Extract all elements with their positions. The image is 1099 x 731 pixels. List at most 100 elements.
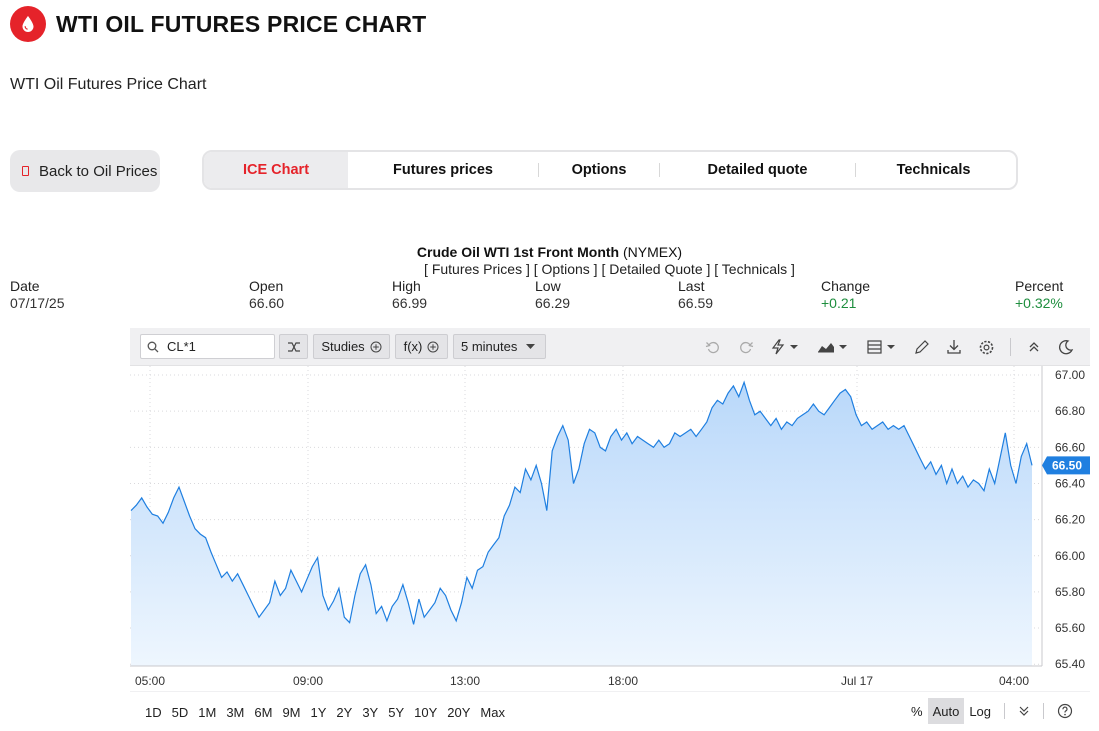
quote-high-value: 66.99: [392, 295, 428, 311]
scale-divider: [1043, 703, 1045, 719]
chart-type-icon[interactable]: [815, 336, 851, 358]
fx-label: f(x): [403, 339, 423, 354]
quote-low-value: 66.29: [535, 295, 571, 311]
x-tick-label: 18:00: [608, 674, 638, 688]
quote-open-value: 66.60: [249, 295, 285, 311]
draw-icon[interactable]: [911, 336, 933, 358]
quote-date: Date 07/17/25: [10, 278, 65, 312]
quote-date-value: 07/17/25: [10, 295, 65, 311]
redo-icon[interactable]: [735, 336, 757, 358]
range-5d[interactable]: 5D: [171, 704, 189, 720]
interval-select[interactable]: 5 minutes: [453, 334, 546, 359]
range-1y[interactable]: 1Y: [310, 704, 327, 720]
fx-button[interactable]: f(x): [395, 334, 448, 359]
undo-icon[interactable]: [702, 336, 724, 358]
price-chart-widget: CL*1 Studies f(x) 5 minutes: [130, 328, 1090, 720]
page-title: WTI OIL FUTURES PRICE CHART: [56, 10, 427, 37]
quote-last: Last 66.59: [678, 278, 713, 312]
auto-scale-button[interactable]: Auto: [927, 698, 965, 724]
scale-divider: [1004, 703, 1006, 719]
tab-technicals[interactable]: Technicals: [896, 162, 971, 178]
quote-change: Change +0.21: [821, 278, 870, 312]
studies-button[interactable]: Studies: [313, 334, 390, 359]
percent-scale-button[interactable]: %: [911, 703, 923, 719]
y-tick-label: 66.60: [1055, 440, 1085, 454]
quote-percent-label: Percent: [1015, 278, 1064, 294]
toolbar-divider: [1010, 338, 1011, 356]
theme-icon[interactable]: [1055, 336, 1077, 358]
range-3m[interactable]: 3M: [226, 704, 245, 720]
x-tick-label: 04:00: [999, 674, 1029, 688]
range-10y[interactable]: 10Y: [414, 704, 438, 720]
y-tick-label: 65.40: [1055, 657, 1085, 671]
log-scale-button[interactable]: Log: [969, 703, 992, 719]
tab-separator: [659, 163, 660, 177]
range-2y[interactable]: 2Y: [336, 704, 353, 720]
y-tick-label: 66.00: [1055, 549, 1085, 563]
tab-separator: [538, 163, 539, 177]
y-tick-label: 65.60: [1055, 621, 1085, 635]
range-1d[interactable]: 1D: [145, 704, 162, 720]
scale-controls: % Auto Log: [906, 698, 1078, 724]
x-tick-label: Jul 17: [841, 674, 873, 688]
quote-open-label: Open: [249, 278, 284, 294]
tab-ice-chart[interactable]: ICE Chart: [204, 152, 348, 188]
last-price-label: 66.50: [1052, 458, 1082, 472]
expand-down-icon[interactable]: [1013, 698, 1035, 724]
y-tick-label: 66.20: [1055, 513, 1085, 527]
studies-label: Studies: [321, 339, 365, 354]
price-area-fill: [131, 382, 1032, 666]
tab-futures-prices[interactable]: Futures prices: [393, 162, 493, 178]
events-icon[interactable]: [768, 336, 802, 358]
chevron-down-icon: [526, 344, 536, 349]
back-icon: [22, 166, 29, 176]
range-5y[interactable]: 5Y: [388, 704, 405, 720]
compare-button[interactable]: [279, 334, 308, 359]
x-tick-label: 05:00: [135, 674, 165, 688]
tab-separator: [855, 163, 856, 177]
quote-low-label: Low: [535, 278, 561, 294]
tab-bar: ICE Chart Futures prices Options Detaile…: [202, 150, 1018, 190]
range-3y[interactable]: 3Y: [362, 704, 379, 720]
help-icon[interactable]: [1052, 698, 1078, 724]
quote-last-label: Last: [678, 278, 705, 294]
add-icon: [427, 341, 439, 352]
quote-open: Open 66.60: [249, 278, 284, 312]
quote-last-value: 66.59: [678, 295, 714, 311]
shuffle-icon: [287, 341, 300, 352]
symbol-value: CL*1: [167, 339, 196, 354]
page-subtitle: WTI Oil Futures Price Chart: [10, 76, 207, 93]
chart-toolbar: CL*1 Studies f(x) 5 minutes: [130, 328, 1090, 366]
add-icon: [370, 341, 382, 352]
layout-icon[interactable]: [864, 336, 900, 358]
price-plot-area[interactable]: 67.00 66.80 66.60 66.40 66.20 66.00 65.80 65.60…: [130, 366, 1090, 692]
y-tick-label: 65.80: [1055, 585, 1085, 599]
y-tick-label: 66.40: [1055, 476, 1085, 490]
oil-drop-icon: [10, 6, 46, 42]
chart-links[interactable]: [ Futures Prices ] [ Options ] [ Detaile…: [424, 261, 795, 277]
collapse-icon[interactable]: [1023, 336, 1045, 358]
range-20y[interactable]: 20Y: [447, 704, 471, 720]
interval-label: 5 minutes: [461, 339, 518, 354]
quote-high-label: High: [392, 278, 421, 294]
tab-options[interactable]: Options: [571, 162, 627, 178]
download-icon[interactable]: [943, 336, 965, 358]
y-tick-label: 66.80: [1055, 404, 1085, 418]
chart-heading: Crude Oil WTI 1st Front Month (NYMEX): [0, 244, 1099, 260]
range-1m[interactable]: 1M: [198, 704, 217, 720]
back-button-label: Back to Oil Prices: [39, 162, 158, 180]
search-icon: [147, 341, 159, 352]
quote-change-label: Change: [821, 278, 871, 294]
symbol-search-input[interactable]: CL*1: [140, 334, 275, 359]
settings-icon[interactable]: [975, 336, 997, 358]
range-9m[interactable]: 9M: [282, 704, 301, 720]
range-6m[interactable]: 6M: [254, 704, 273, 720]
quote-percent-value: +0.32%: [1015, 295, 1063, 311]
back-to-oil-prices-button[interactable]: Back to Oil Prices: [10, 150, 160, 192]
tab-detailed-quote[interactable]: Detailed quote: [707, 162, 808, 178]
contract-name: Crude Oil WTI 1st Front Month: [416, 244, 620, 260]
quote-low: Low 66.29: [535, 278, 570, 312]
page-header: WTI OIL FUTURES PRICE CHART: [10, 6, 426, 42]
quote-date-label: Date: [10, 278, 40, 294]
range-max[interactable]: Max: [480, 704, 505, 720]
